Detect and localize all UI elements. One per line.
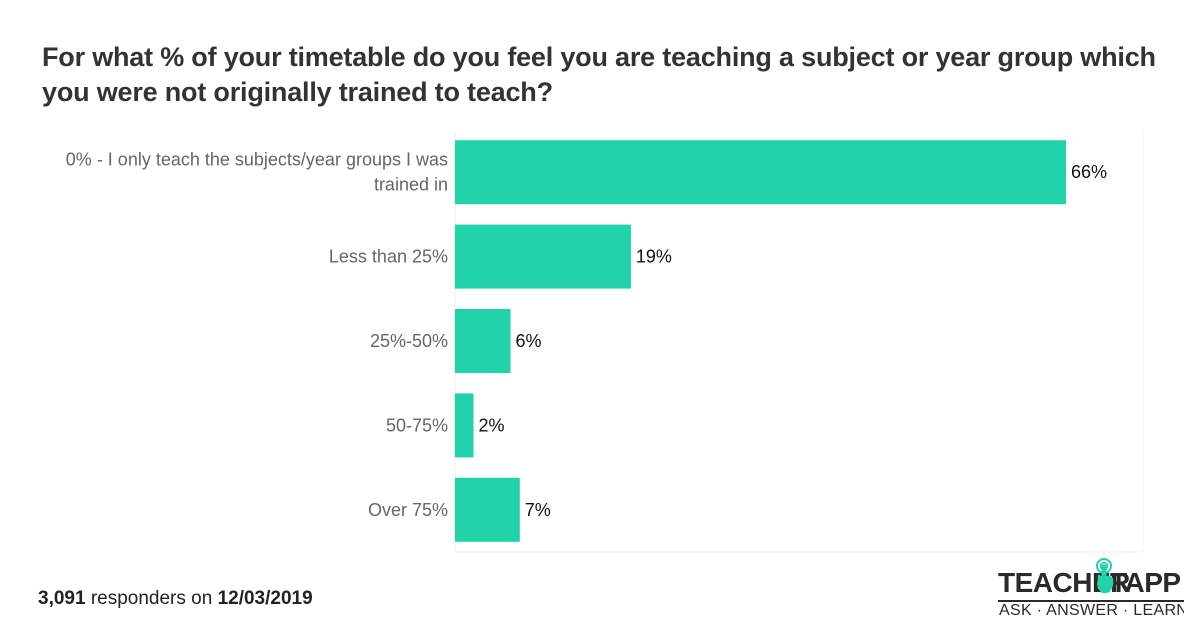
- category-label-line: Less than 25%: [329, 247, 448, 267]
- bar-0: [455, 140, 1066, 205]
- category-label-3: 50-75%: [386, 415, 448, 435]
- bar-1: [455, 224, 631, 289]
- value-label-2: 6%: [516, 331, 542, 351]
- value-label-4: 7%: [525, 500, 551, 520]
- logo-rule: [998, 600, 1184, 602]
- category-label-0: 0% - I only teach the subjects/year grou…: [66, 150, 448, 195]
- category-label-line: 50-75%: [386, 415, 448, 435]
- bar-4: [455, 477, 520, 542]
- teacher-tapp-logo: TEACHER TAPP ASK · ANSWER · LEARN: [998, 558, 1184, 628]
- category-label-1: Less than 25%: [329, 247, 448, 267]
- survey-date: 12/03/2019: [217, 588, 313, 609]
- bar-3: [455, 393, 474, 458]
- category-label-line: trained in: [374, 175, 448, 195]
- category-label-line: 25%-50%: [370, 331, 448, 351]
- chart-title: For what % of your timetable do you feel…: [42, 42, 1156, 107]
- plot-area: 66% 0% - I only teach the subjects/year g…: [66, 130, 1144, 553]
- responders-text: responders on: [85, 588, 218, 609]
- logo-word-tapp: TAPP: [1110, 567, 1181, 598]
- pointing-hand-icon: [1096, 558, 1114, 593]
- category-label-2: 25%-50%: [370, 331, 448, 351]
- bar-2: [455, 309, 511, 373]
- responders-footer: 3,091 responders on 12/03/2019: [38, 588, 313, 610]
- logo-tagline: ASK · ANSWER · LEARN: [999, 602, 1184, 619]
- category-label-4: Over 75%: [368, 500, 448, 520]
- value-label-0: 66%: [1071, 162, 1107, 182]
- category-label-line: 0% - I only teach the subjects/year grou…: [66, 150, 448, 170]
- bar-chart: 66% 0% - I only teach the subjects/year g…: [66, 130, 1144, 553]
- responders-count: 3,091: [38, 588, 86, 609]
- value-label-3: 2%: [479, 415, 505, 435]
- value-label-1: 19%: [636, 247, 672, 267]
- category-label-line: Over 75%: [368, 500, 448, 520]
